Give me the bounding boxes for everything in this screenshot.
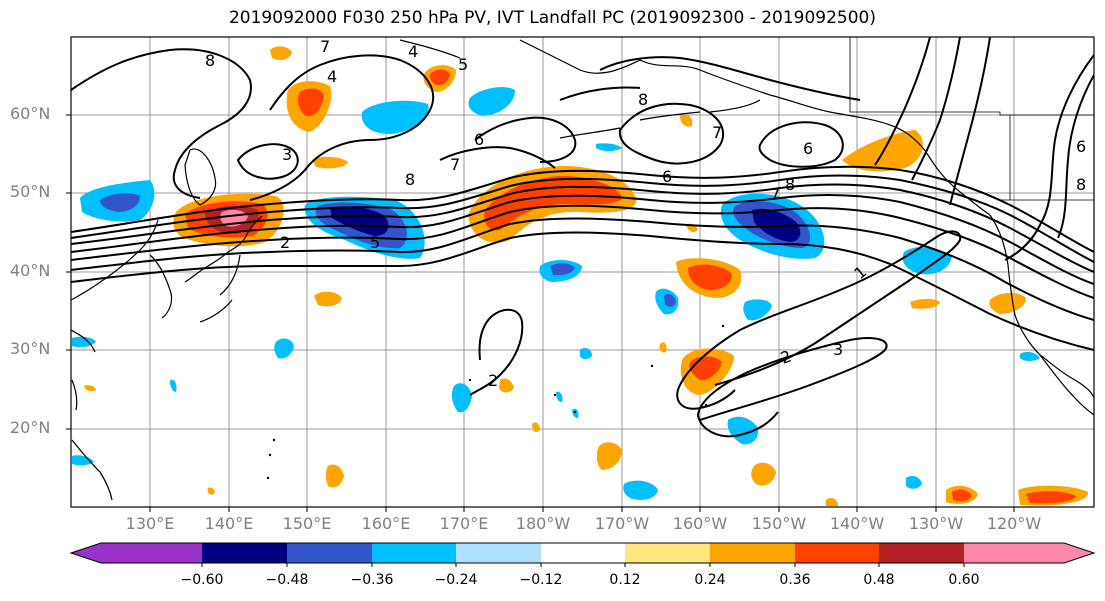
contour-label: 6 bbox=[662, 167, 672, 186]
colorbar-tick-label: 0.24 bbox=[694, 572, 726, 588]
colorbar-tick-label: −0.48 bbox=[265, 572, 309, 588]
lat-label: 40°N bbox=[10, 261, 51, 280]
contour-label: 8 bbox=[205, 51, 215, 70]
subtropical-contour-1 bbox=[676, 230, 962, 410]
pv-contours bbox=[71, 37, 1094, 438]
coastlines bbox=[71, 39, 1094, 501]
colorbar-tick-label: 0.60 bbox=[948, 572, 980, 588]
contour-label: 8 bbox=[638, 90, 648, 109]
contour-label: 6 bbox=[1076, 137, 1086, 156]
colorbar-segment bbox=[71, 543, 202, 563]
colorbar-outline bbox=[69, 542, 1096, 564]
contour-label: 4 bbox=[408, 42, 418, 61]
colorbar-segment bbox=[372, 543, 456, 563]
kamchatka-coast bbox=[184, 148, 217, 206]
contour-label: 7 bbox=[770, 185, 780, 204]
contour-label: 5 bbox=[458, 55, 468, 74]
contour-label: 3 bbox=[833, 340, 843, 359]
lon-label: 130°E bbox=[125, 514, 175, 533]
colorbar-tick-label: −0.36 bbox=[350, 572, 394, 588]
lat-label: 20°N bbox=[10, 418, 51, 437]
lon-label: 180°W bbox=[515, 514, 571, 533]
contour-label: 8 bbox=[405, 170, 415, 189]
colorbar-segment bbox=[456, 543, 541, 563]
lon-label: 160°W bbox=[672, 514, 728, 533]
contour-label: 2 bbox=[488, 371, 498, 390]
lon-label: 160°E bbox=[361, 514, 411, 533]
colorbar-segment bbox=[625, 543, 710, 563]
colorbar-segment bbox=[879, 543, 964, 563]
contour-label: 7 bbox=[450, 155, 460, 174]
contour-label: 8 bbox=[1076, 175, 1086, 194]
colorbar-tick-label: 0.48 bbox=[863, 572, 895, 588]
lon-label: 150°E bbox=[282, 514, 332, 533]
borders bbox=[849, 37, 1094, 201]
lon-label: 140°E bbox=[204, 514, 254, 533]
aleutian-islands bbox=[559, 99, 761, 139]
colorbar-tick-label: −0.24 bbox=[434, 572, 478, 588]
colorbar-segment bbox=[710, 543, 795, 563]
tick-marks bbox=[66, 114, 1015, 512]
colorbar-segment bbox=[795, 543, 879, 563]
subtropical-contour-2 bbox=[696, 337, 888, 438]
baja-coast bbox=[1039, 354, 1094, 416]
colorbar-segment bbox=[964, 543, 1094, 563]
contour-label: 6 bbox=[803, 139, 813, 158]
lon-label: 170°E bbox=[439, 514, 489, 533]
lon-label: 150°W bbox=[751, 514, 807, 533]
lon-label: 130°W bbox=[908, 514, 964, 533]
korea-coast bbox=[149, 254, 173, 319]
contour-label: 7 bbox=[712, 123, 722, 142]
north-america-coast bbox=[989, 214, 1094, 399]
contour-label: 7 bbox=[320, 37, 330, 56]
contour-label: 8 bbox=[785, 175, 795, 194]
contour-label: 2 bbox=[280, 233, 290, 252]
colorbar-ticks bbox=[201, 563, 965, 567]
lon-label: 140°W bbox=[829, 514, 885, 533]
map-title: 2019092000 F030 250 hPa PV, IVT Landfall… bbox=[228, 8, 876, 28]
contour-labels: 1 2 2 3 3 6 6 6 6 7 7 7 8 8 8 8 8 5 5 4 … bbox=[205, 37, 1086, 390]
lat-label: 60°N bbox=[10, 104, 51, 123]
contour-label: 5 bbox=[370, 233, 380, 252]
contour-label: 4 bbox=[327, 67, 337, 86]
colorbar-tick-label: −0.12 bbox=[519, 572, 563, 588]
colorbar-segment bbox=[541, 543, 625, 563]
contour-label: 6 bbox=[474, 130, 484, 149]
asia-coast bbox=[71, 219, 159, 501]
north-coast bbox=[399, 39, 641, 74]
islands bbox=[266, 324, 725, 480]
colorbar-tick-label: −0.60 bbox=[180, 572, 224, 588]
lon-label: 170°W bbox=[594, 514, 650, 533]
colorbar-segment bbox=[287, 543, 372, 563]
pos-anomaly-alaska bbox=[842, 130, 923, 172]
colorbar-segment bbox=[202, 543, 287, 563]
lon-label: 120°W bbox=[986, 514, 1042, 533]
lat-label: 50°N bbox=[10, 182, 51, 201]
lat-label: 30°N bbox=[10, 339, 51, 358]
colorbar bbox=[69, 542, 1096, 564]
colorbar-tick-label: 0.36 bbox=[779, 572, 811, 588]
colorbar-tick-label: 0.12 bbox=[609, 572, 641, 588]
contour-label: 3 bbox=[282, 145, 292, 164]
